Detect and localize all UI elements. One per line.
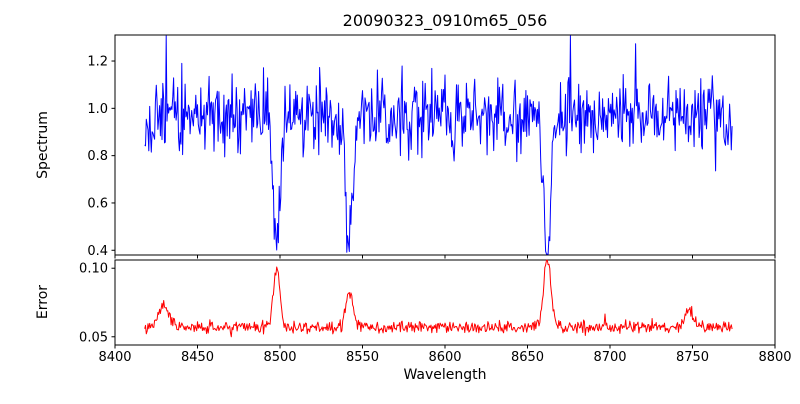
spectrum-y-tick-label: 1.2 <box>87 55 108 70</box>
x-tick-label: 8550 <box>346 350 379 365</box>
spectrum-y-tick-label: 0.6 <box>87 196 108 211</box>
x-tick-label: 8400 <box>98 350 131 365</box>
spectrum-y-tick-label: 0.4 <box>87 244 108 259</box>
spectrum-y-tick-label: 1.0 <box>87 102 108 117</box>
chart-title: 20090323_0910m65_056 <box>343 11 548 31</box>
x-tick-label: 8450 <box>181 350 214 365</box>
error-axes-frame <box>114 259 776 346</box>
x-tick-label: 8500 <box>263 350 296 365</box>
x-tick-label: 8700 <box>593 350 626 365</box>
x-tick-label: 8800 <box>758 350 791 365</box>
error-y-tick-label: 0.10 <box>79 262 108 277</box>
spectrum-y-axis-label: Spectrum <box>35 111 51 179</box>
x-tick-label: 8750 <box>676 350 709 365</box>
data-layer <box>144 35 733 338</box>
error-line <box>144 259 733 338</box>
x-tick-label: 8650 <box>511 350 544 365</box>
x-tick-label: 8600 <box>428 350 461 365</box>
axes-layer: 0.4 0.6 0.8 1.0 1.2 0.05 0.10 8400 8450 8500 8550 8… <box>79 34 792 365</box>
x-axis-label: Wavelength <box>403 367 486 383</box>
error-y-tick-label: 0.05 <box>79 330 108 345</box>
spectrum-line <box>144 35 733 255</box>
spectrum-y-tick-label: 0.8 <box>87 149 108 164</box>
error-y-axis-label: Error <box>35 285 51 319</box>
